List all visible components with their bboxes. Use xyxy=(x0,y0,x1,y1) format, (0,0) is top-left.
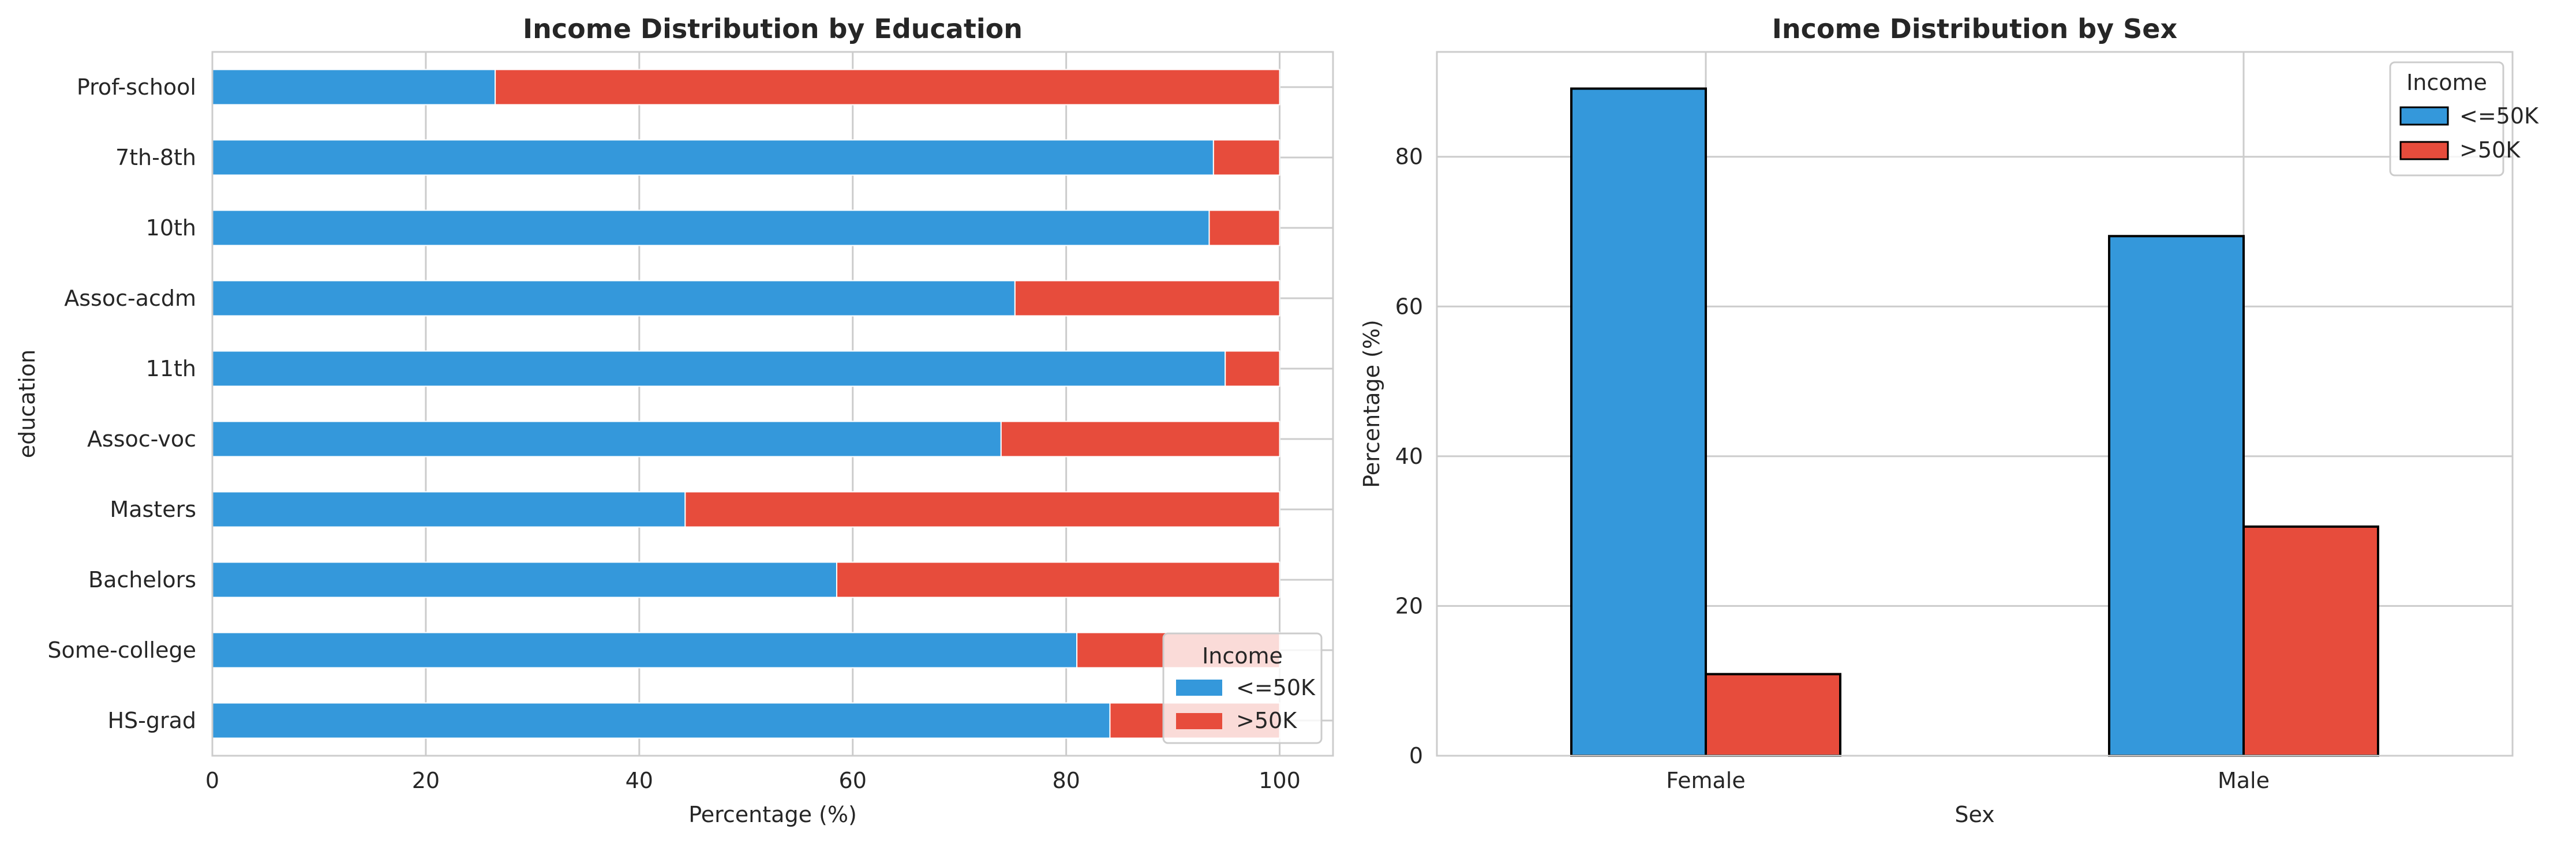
bar-prof-school-le50k xyxy=(212,69,496,106)
sex-legend-swatch-gt50k xyxy=(2399,141,2449,160)
bar-bachelors-le50k xyxy=(212,561,837,598)
sex-x-ticks: Female Male xyxy=(1666,768,2270,793)
y-tick-label: 0 xyxy=(1409,743,1423,768)
x-tick-label: 0 xyxy=(205,768,219,793)
bar-assoc-acdm-le50k xyxy=(212,280,1016,317)
bar-bachelors-gt50k xyxy=(836,561,1280,598)
x-tick-label-male: Male xyxy=(2218,768,2270,793)
bar-masters-gt50k xyxy=(684,491,1280,528)
y-tick-label: 20 xyxy=(1395,593,1423,618)
y-tick-label: 40 xyxy=(1395,444,1423,469)
y-tick-label-assoc-voc: Assoc-voc xyxy=(87,426,196,452)
bar-assoc-acdm-gt50k xyxy=(1014,280,1280,317)
y-tick-label-prof-school: Prof-school xyxy=(77,74,196,100)
education-legend-swatch-le50k xyxy=(1176,680,1222,696)
x-tick-label: 60 xyxy=(839,768,867,793)
education-legend: Income <=50K >50K xyxy=(1162,632,1323,744)
y-tick-label-masters: Masters xyxy=(110,497,196,522)
education-legend-title: Income xyxy=(1202,643,1283,669)
bar-female-le50k xyxy=(1570,87,1707,757)
x-tick-label-female: Female xyxy=(1666,768,1745,793)
sex-legend-title: Income xyxy=(2406,70,2487,95)
sex-x-axis-label: Sex xyxy=(1955,802,1994,827)
bar-7th-8th-gt50k xyxy=(1212,139,1280,176)
sex-legend-label-le50k: <=50K xyxy=(2459,103,2539,129)
education-y-ticks: HS-grad Some-college Bachelors Masters Assoc… xyxy=(47,74,196,733)
sex-legend-label-gt50k: >50K xyxy=(2459,137,2521,163)
bar-10th-le50k xyxy=(212,209,1210,246)
bar-male-gt50k xyxy=(2242,525,2379,757)
y-tick-label-bachelors: Bachelors xyxy=(88,567,196,592)
bar-masters-le50k xyxy=(212,491,686,528)
education-plot-frame xyxy=(211,51,1334,757)
education-y-axis-label: education xyxy=(14,350,40,459)
x-tick-label: 40 xyxy=(626,768,653,793)
bar-female-gt50k xyxy=(1705,673,1841,757)
bar-assoc-voc-le50k xyxy=(212,421,1002,457)
education-chart-title: Income Distribution by Education xyxy=(523,13,1023,44)
education-legend-label-le50k: <=50K xyxy=(1236,675,1316,700)
sex-plot-frame xyxy=(1436,51,2514,757)
y-tick-label-some-college: Some-college xyxy=(47,637,196,663)
bar-10th-gt50k xyxy=(1208,209,1280,246)
bar-hs-grad-le50k xyxy=(212,702,1111,739)
bar-prof-school-gt50k xyxy=(495,69,1280,106)
education-legend-label-gt50k: >50K xyxy=(1236,708,1297,733)
education-x-ticks: 0 20 40 60 80 100 xyxy=(205,768,1301,793)
y-tick-label-assoc-acdm: Assoc-acdm xyxy=(64,286,196,311)
y-tick-label-hs-grad: HS-grad xyxy=(107,708,196,733)
y-tick-label: 60 xyxy=(1395,294,1423,319)
sex-y-ticks: 0 20 40 60 80 xyxy=(1395,144,1423,768)
bar-some-college-le50k xyxy=(212,632,1078,669)
education-x-axis-label: Percentage (%) xyxy=(688,802,857,827)
sex-y-axis-label: Percentage (%) xyxy=(1359,320,1384,488)
x-tick-label: 20 xyxy=(412,768,440,793)
sex-legend-swatch-le50k xyxy=(2399,106,2449,126)
y-tick-label-11th: 11th xyxy=(146,356,196,381)
bar-male-le50k xyxy=(2108,235,2245,757)
sex-bars xyxy=(1570,87,2379,757)
bar-11th-le50k xyxy=(212,350,1226,387)
x-tick-label: 80 xyxy=(1052,768,1080,793)
sex-legend: Income <=50K >50K xyxy=(2389,61,2539,177)
x-tick-label: 100 xyxy=(1259,768,1301,793)
sex-chart-title: Income Distribution by Sex xyxy=(1772,13,2177,44)
education-chart: 0 20 40 60 80 100 HS-grad Some-college Bachelor… xyxy=(14,13,1334,827)
bar-assoc-voc-gt50k xyxy=(1000,421,1280,457)
education-bars xyxy=(212,69,1280,739)
y-tick-label-7th-8th: 7th-8th xyxy=(115,145,196,170)
bar-11th-gt50k xyxy=(1225,350,1280,387)
sex-chart: Female Male 0 20 40 60 80 Income Distribution… xyxy=(1359,13,2539,827)
y-tick-label: 80 xyxy=(1395,144,1423,170)
bar-7th-8th-le50k xyxy=(212,139,1214,176)
y-tick-label-10th: 10th xyxy=(146,215,196,241)
education-legend-swatch-gt50k xyxy=(1176,713,1222,729)
